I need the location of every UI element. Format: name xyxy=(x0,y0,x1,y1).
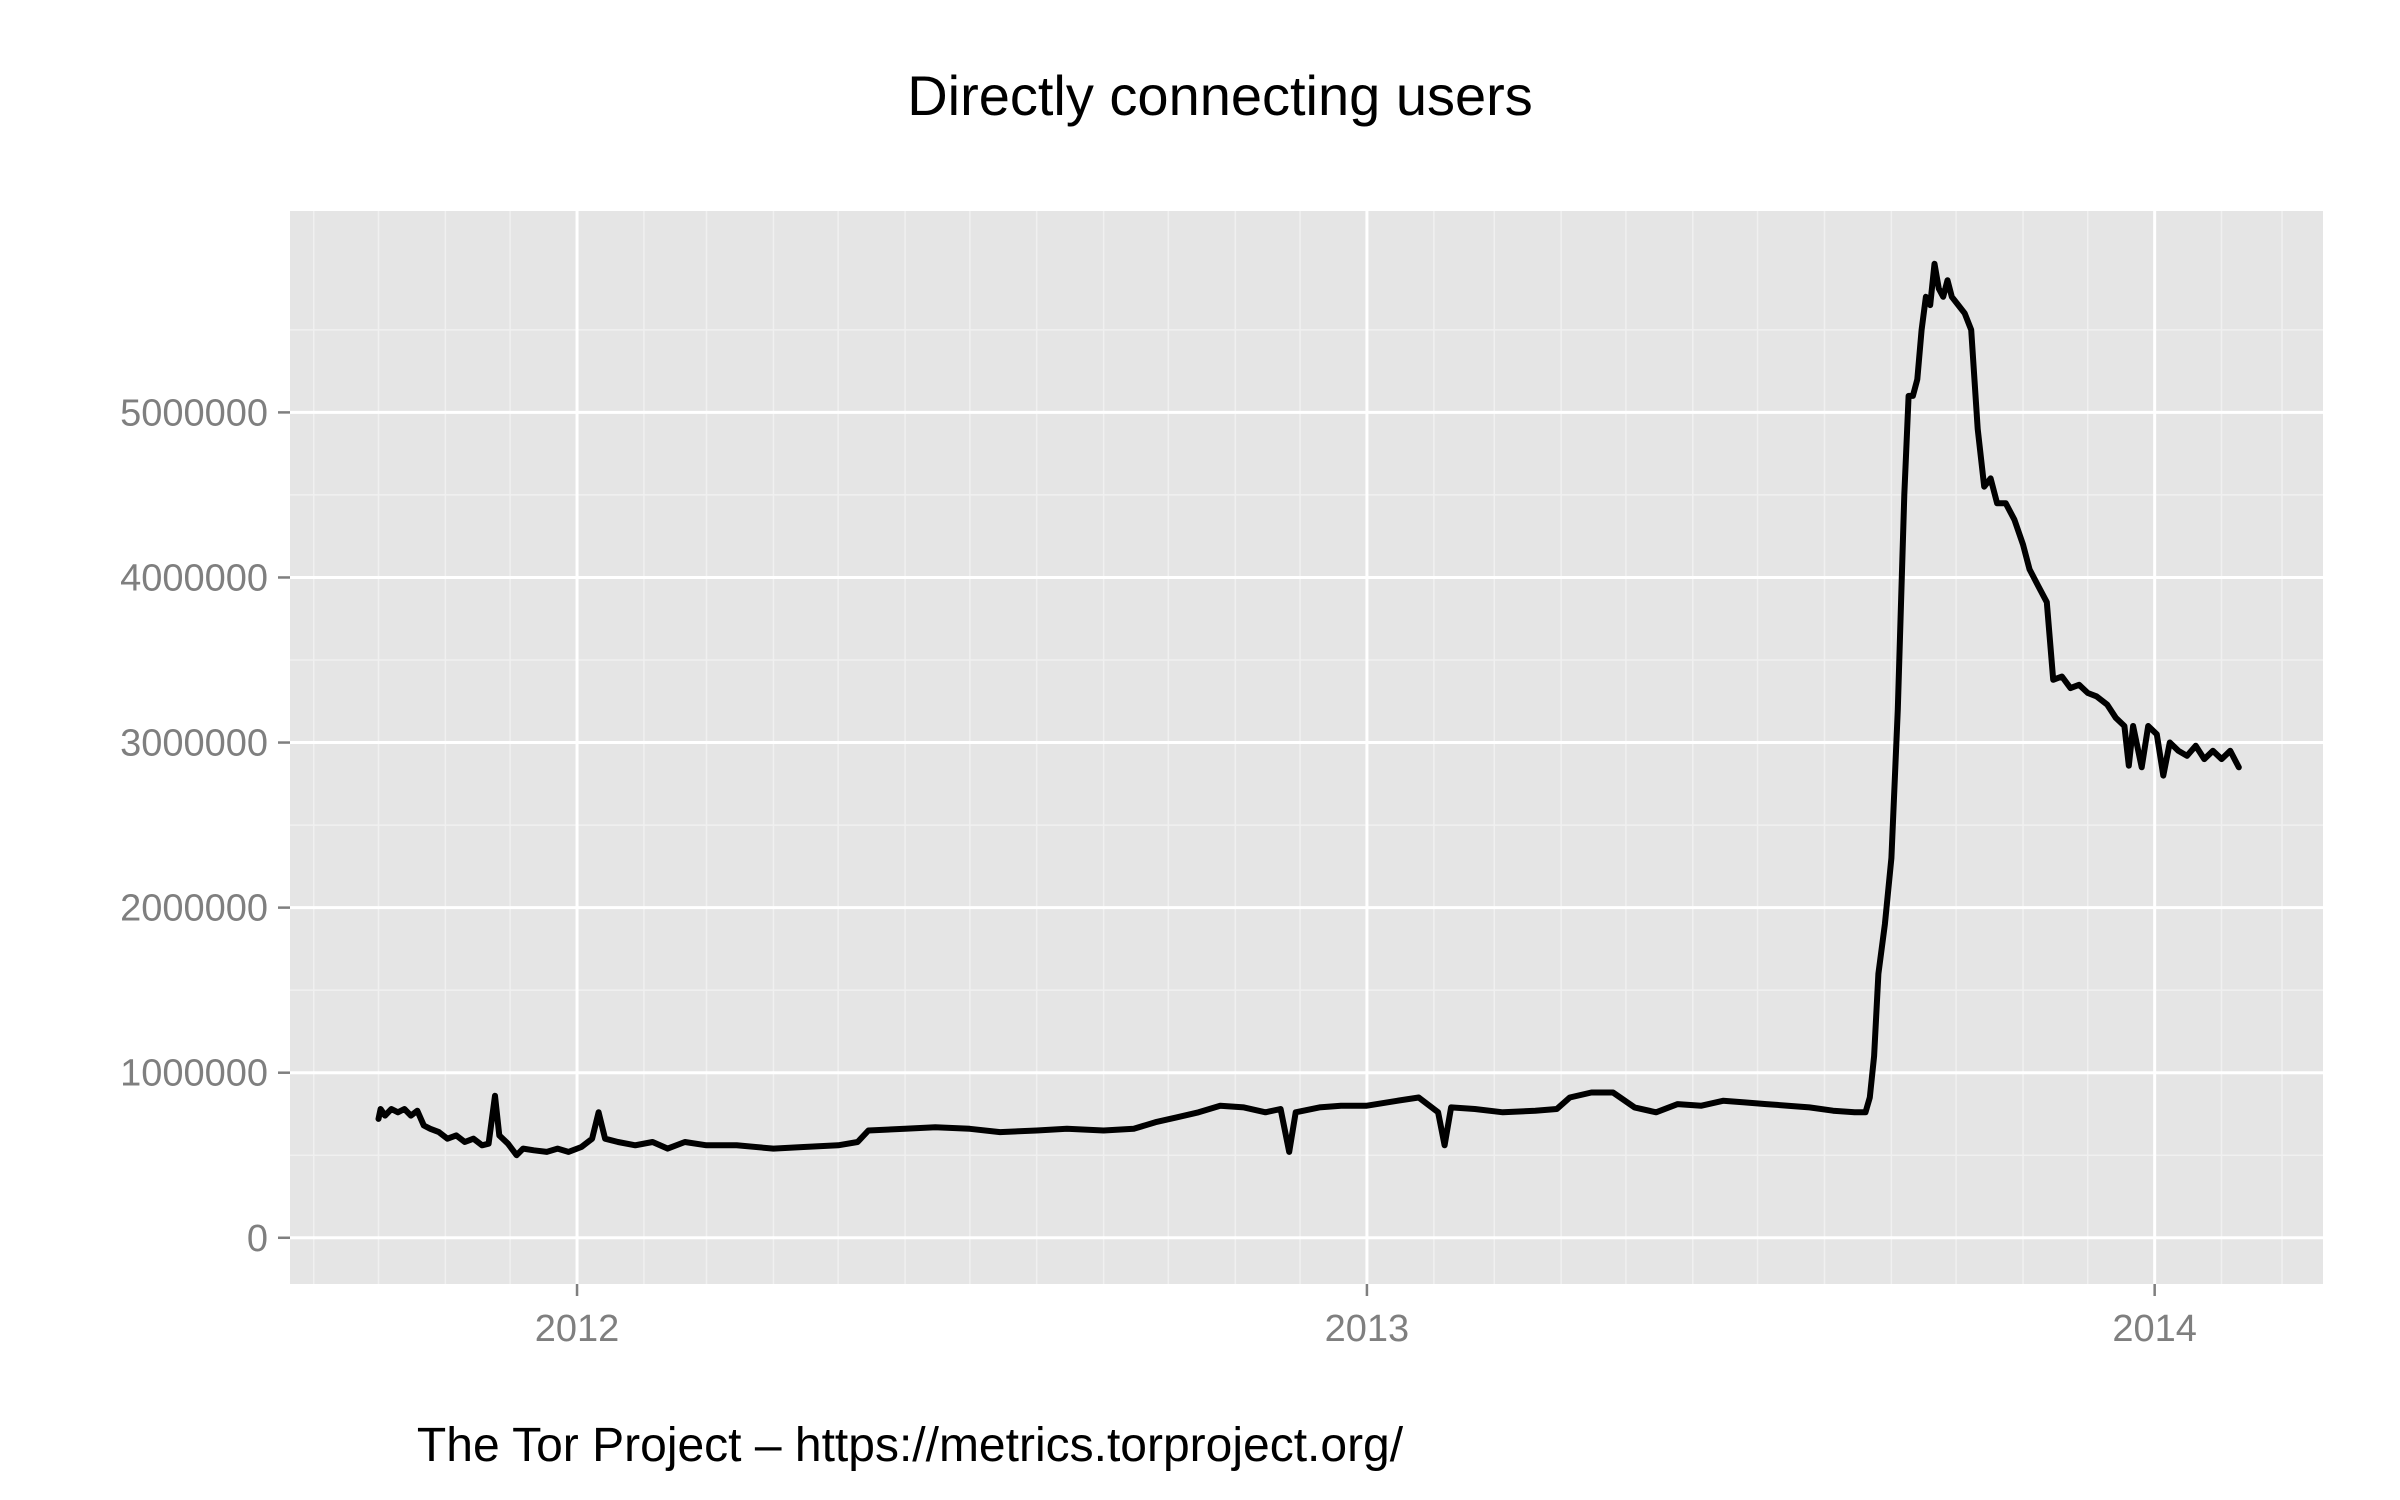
x-tick-label: 2012 xyxy=(535,1308,620,1350)
plot-panel xyxy=(290,211,2323,1284)
chart-caption: The Tor Project – https://metrics.torpro… xyxy=(417,1419,1404,1472)
y-tick-label: 1000000 xyxy=(120,1053,268,1095)
x-tick-label: 2014 xyxy=(2112,1308,2197,1350)
y-tick-label: 3000000 xyxy=(120,723,268,765)
series-line xyxy=(375,260,2242,1159)
y-tick-label: 2000000 xyxy=(120,888,268,930)
chart-title: Directly connecting users xyxy=(907,64,1533,127)
plot-area: 0 1000000 2000000 3000000 4000000 5000000 2012… xyxy=(120,211,2323,1350)
y-tick-label: 5000000 xyxy=(120,392,268,434)
y-tick-label: 0 xyxy=(247,1218,268,1260)
y-tick-label: 4000000 xyxy=(120,557,268,599)
x-tick-label: 2013 xyxy=(1325,1308,1410,1350)
